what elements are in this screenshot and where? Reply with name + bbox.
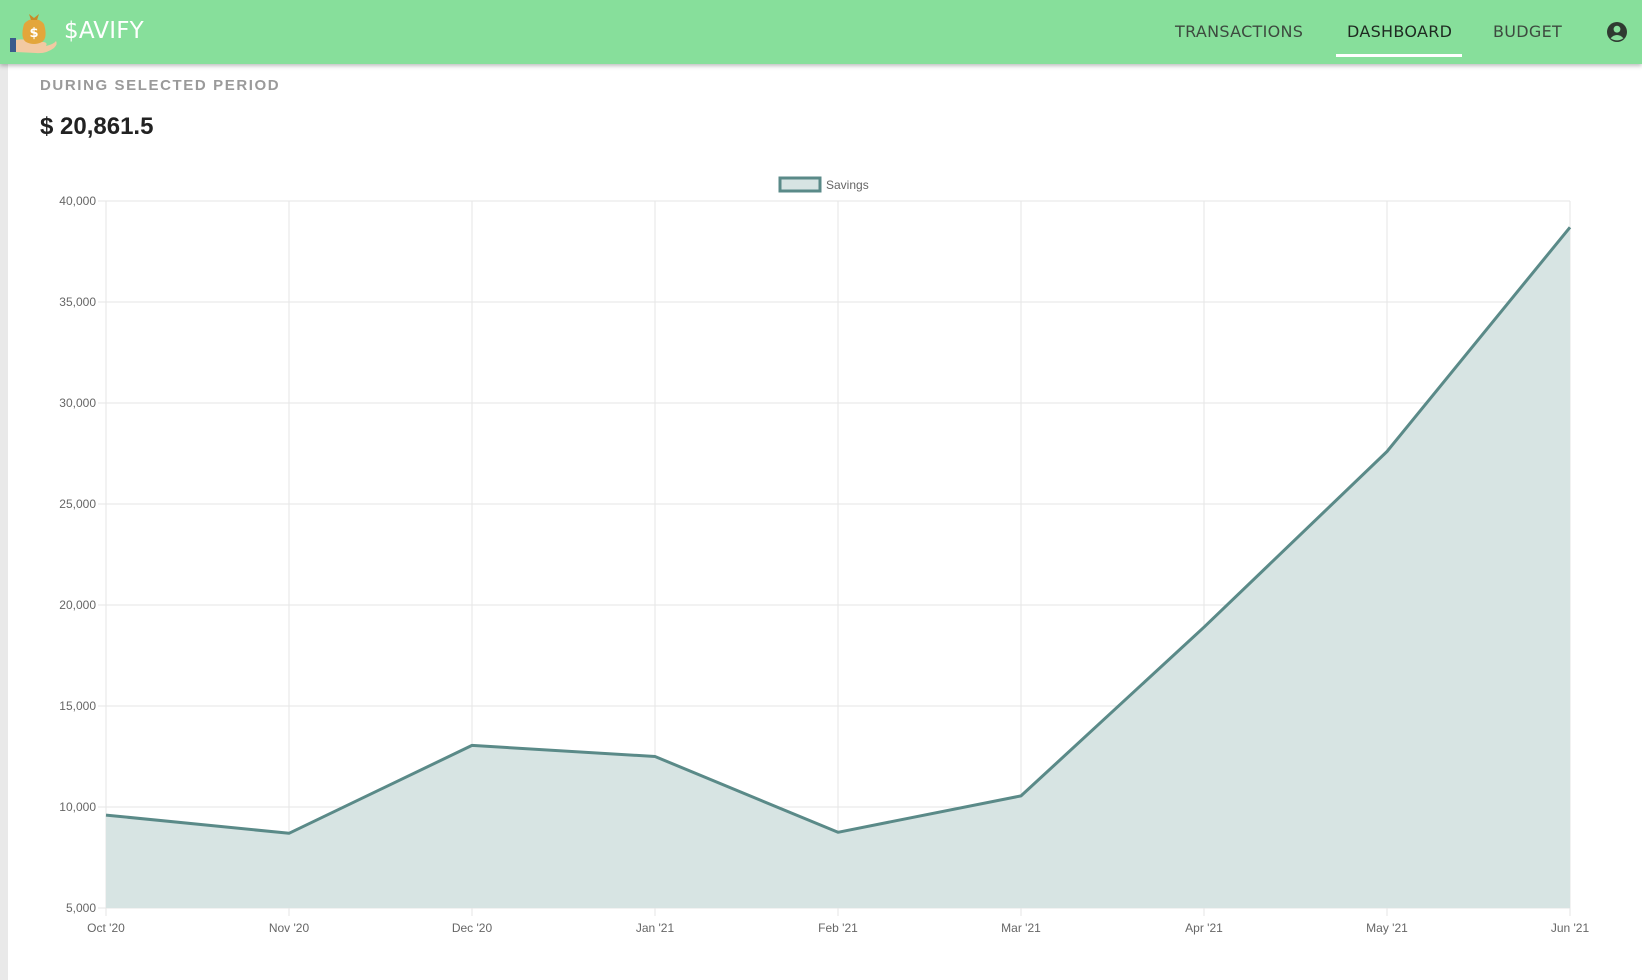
- money-bag-logo-icon: $: [10, 8, 58, 56]
- y-tick-label: 25,000: [59, 497, 96, 511]
- active-tab-indicator: [1336, 54, 1462, 57]
- y-tick-label: 30,000: [59, 396, 96, 410]
- data-point[interactable]: [1201, 624, 1207, 630]
- y-tick-label: 5,000: [66, 901, 96, 915]
- x-tick-label: Mar '21: [1001, 921, 1041, 935]
- data-point[interactable]: [1384, 448, 1390, 454]
- nav-budget[interactable]: BUDGET: [1493, 22, 1563, 41]
- brand-name[interactable]: $AVIFY: [64, 18, 144, 44]
- x-tick-label: Nov '20: [269, 921, 310, 935]
- data-point[interactable]: [469, 742, 475, 748]
- data-point[interactable]: [1567, 224, 1573, 230]
- data-point[interactable]: [286, 830, 292, 836]
- y-tick-label: 20,000: [59, 598, 96, 612]
- x-tick-label: Apr '21: [1185, 921, 1223, 935]
- x-tick-label: Feb '21: [818, 921, 858, 935]
- y-tick-label: 10,000: [59, 800, 96, 814]
- nav-transactions[interactable]: TRANSACTIONS: [1175, 22, 1304, 41]
- savings-line: [105, 226, 1572, 835]
- legend-label-savings: Savings: [826, 178, 869, 192]
- svg-text:$: $: [29, 26, 38, 41]
- y-tick-label: 15,000: [59, 699, 96, 713]
- x-axis-ticks: Oct '20 Nov '20 Dec '20 Jan '21 Feb '21 Mar '…: [87, 921, 1589, 935]
- savings-chart: 40,000 35,000 30,000 25,000 20,000 15,000 10,0…: [59, 176, 1589, 935]
- total-savings-amount: $ 20,861.5: [40, 113, 154, 140]
- data-point[interactable]: [103, 812, 109, 818]
- x-tick-label: Oct '20: [87, 921, 125, 935]
- top-app-bar: $ $AVIFY TRANSACTIONS DASHBOARD BUDGET: [0, 0, 1642, 64]
- data-point[interactable]: [835, 829, 841, 835]
- y-axis-ticks: 40,000 35,000 30,000 25,000 20,000 15,000 10,0…: [59, 194, 96, 915]
- period-subtitle: DURING SELECTED PERIOD: [40, 77, 281, 94]
- data-point[interactable]: [1018, 793, 1024, 799]
- y-tick-label: 35,000: [59, 295, 96, 309]
- x-tick-label: Jan '21: [636, 921, 675, 935]
- chart-legend[interactable]: Savings: [778, 176, 869, 193]
- account-circle-icon[interactable]: [1606, 21, 1628, 43]
- legend-swatch-savings: [778, 176, 822, 193]
- nav-dashboard[interactable]: DASHBOARD: [1347, 22, 1453, 41]
- x-tick-label: May '21: [1366, 921, 1408, 935]
- x-tick-label: Jun '21: [1551, 921, 1590, 935]
- y-tick-label: 40,000: [59, 194, 96, 208]
- x-tick-label: Dec '20: [452, 921, 493, 935]
- savings-area: [106, 227, 1570, 909]
- data-point[interactable]: [652, 754, 658, 760]
